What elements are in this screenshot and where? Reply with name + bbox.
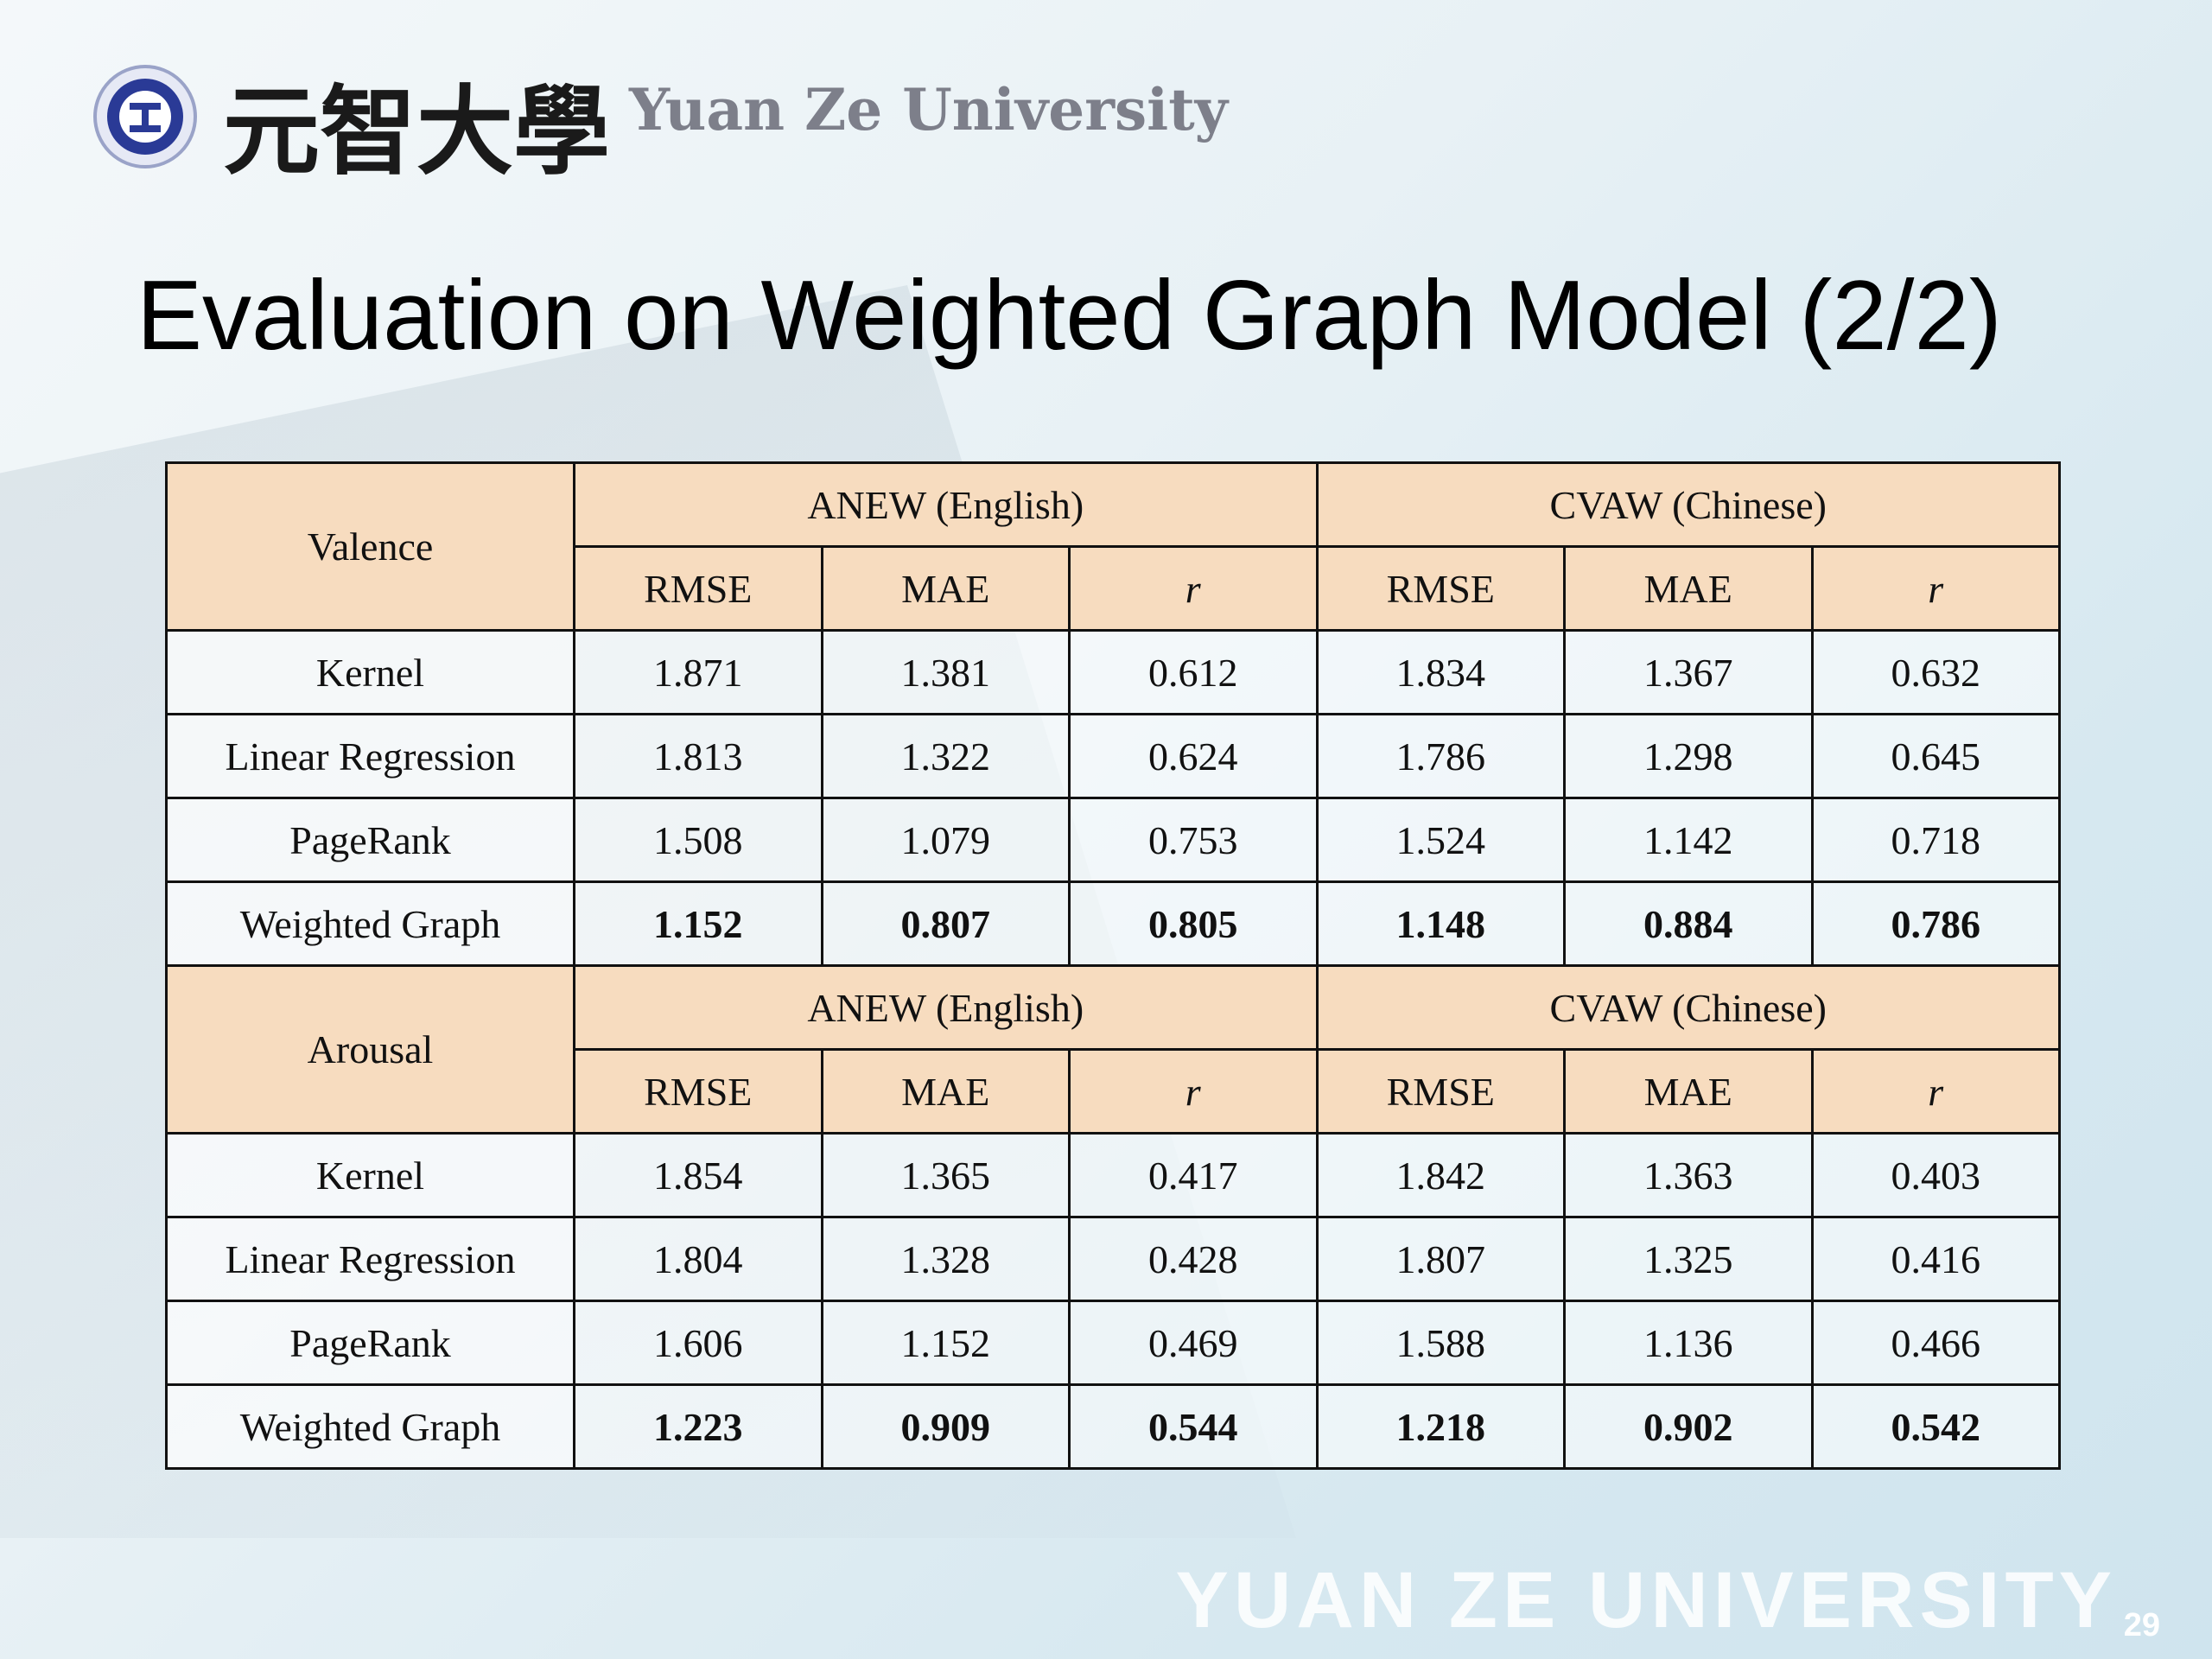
metric-value: 1.381 [820,629,1071,715]
data-row: Kernel 1.854 1.365 0.417 1.842 1.363 0.403 [165,1132,2061,1218]
metric-header: MAE [820,545,1071,632]
section-label: Arousal [165,964,575,1135]
metric-header: r [1810,1048,2061,1135]
page-number: 29 [2123,1607,2160,1643]
section-label: Valence [165,461,575,632]
data-row: Weighted Graph 1.152 0.807 0.805 1.148 0.884 0… [165,880,2061,967]
metric-value: 0.544 [1068,1383,1319,1470]
metric-row: RMSE MAE r RMSE MAE r [167,545,2061,632]
metric-value: 0.884 [1563,880,1814,967]
logo-english: Yuan Ze University [629,76,1229,143]
metric-value: 1.136 [1563,1300,1814,1386]
table-section: Valence ANEW (English) CVAW (Chinese) RMSE M… [165,461,2061,967]
metric-value: 1.223 [573,1383,823,1470]
metric-value: 0.624 [1068,713,1319,799]
metric-value: 1.871 [573,629,823,715]
data-row: PageRank 1.606 1.152 0.469 1.588 1.136 0.466 [165,1300,2061,1386]
metric-value: 0.416 [1810,1216,2061,1302]
method-name: PageRank [165,797,575,883]
metric-value: 1.834 [1315,629,1566,715]
dataset-header: ANEW (English) [573,461,1319,548]
data-row: Linear Regression 1.804 1.328 0.428 1.807 1.3… [165,1216,2061,1302]
metric-value: 0.632 [1810,629,2061,715]
metric-row: RMSE MAE r RMSE MAE r [167,1048,2061,1135]
metric-header: MAE [1563,545,1814,632]
metric-value: 1.842 [1315,1132,1566,1218]
table-section: Arousal ANEW (English) CVAW (Chinese) RMSE M… [165,964,2061,1470]
data-row: PageRank 1.508 1.079 0.753 1.524 1.142 0.718 [165,797,2061,883]
method-name: Linear Regression [165,713,575,799]
metric-value: 1.786 [1315,713,1566,799]
metric-value: 0.417 [1068,1132,1319,1218]
metric-value: 0.466 [1810,1300,2061,1386]
method-name: Linear Regression [165,1216,575,1302]
metric-value: 1.328 [820,1216,1071,1302]
results-table: Valence ANEW (English) CVAW (Chinese) RMSE M… [165,461,2061,1470]
metric-value: 1.588 [1315,1300,1566,1386]
metric-header: r [1068,1048,1319,1135]
metric-header: r [1068,545,1319,632]
method-name: PageRank [165,1300,575,1386]
metric-value: 1.322 [820,713,1071,799]
metric-header: RMSE [1315,545,1566,632]
metric-value: 1.152 [820,1300,1071,1386]
metric-value: 0.909 [820,1383,1071,1470]
metric-value: 0.807 [820,880,1071,967]
metric-value: 0.403 [1810,1132,2061,1218]
data-row: Kernel 1.871 1.381 0.612 1.834 1.367 0.632 [165,629,2061,715]
metric-value: 1.363 [1563,1132,1814,1218]
metric-value: 1.325 [1563,1216,1814,1302]
metric-value: 0.612 [1068,629,1319,715]
university-emblem [93,65,197,168]
method-name: Kernel [165,1132,575,1218]
metric-value: 0.805 [1068,880,1319,967]
metric-value: 1.813 [573,713,823,799]
metric-value: 1.854 [573,1132,823,1218]
metric-header: r [1810,545,2061,632]
metric-header: RMSE [573,545,823,632]
header-row: Valence ANEW (English) CVAW (Chinese) [165,461,2061,632]
dataset-header: ANEW (English) [573,964,1319,1051]
header-row: Arousal ANEW (English) CVAW (Chinese) [165,964,2061,1135]
metric-value: 0.469 [1068,1300,1319,1386]
metric-value: 1.365 [820,1132,1071,1218]
data-row: Linear Regression 1.813 1.322 0.624 1.786 1.2… [165,713,2061,799]
metric-value: 1.142 [1563,797,1814,883]
metric-header: MAE [820,1048,1071,1135]
metric-value: 0.902 [1563,1383,1814,1470]
metric-value: 1.807 [1315,1216,1566,1302]
metric-value: 1.218 [1315,1383,1566,1470]
metric-value: 1.298 [1563,713,1814,799]
metric-value: 1.524 [1315,797,1566,883]
metric-header: MAE [1563,1048,1814,1135]
dataset-header: CVAW (Chinese) [1315,964,2061,1051]
metric-value: 0.542 [1810,1383,2061,1470]
metric-value: 1.508 [573,797,823,883]
metric-value: 0.753 [1068,797,1319,883]
data-row: Weighted Graph 1.223 0.909 0.544 1.218 0.902 0… [165,1383,2061,1470]
logo-chinese: 元智大學 [223,75,610,188]
dataset-header: CVAW (Chinese) [1315,461,2061,548]
metric-value: 1.367 [1563,629,1814,715]
metric-value: 0.718 [1810,797,2061,883]
watermark: YUAN ZE UNIVERSITY [1175,1556,2117,1644]
metric-value: 0.428 [1068,1216,1319,1302]
metric-value: 0.786 [1810,880,2061,967]
metric-value: 1.152 [573,880,823,967]
method-name: Weighted Graph [165,880,575,967]
slide-title: Evaluation on Weighted Graph Model (2/2) [137,261,2002,371]
method-name: Kernel [165,629,575,715]
metric-value: 1.804 [573,1216,823,1302]
metric-value: 1.148 [1315,880,1566,967]
metric-value: 1.606 [573,1300,823,1386]
metric-header: RMSE [1315,1048,1566,1135]
metric-header: RMSE [573,1048,823,1135]
metric-value: 0.645 [1810,713,2061,799]
method-name: Weighted Graph [165,1383,575,1470]
metric-value: 1.079 [820,797,1071,883]
